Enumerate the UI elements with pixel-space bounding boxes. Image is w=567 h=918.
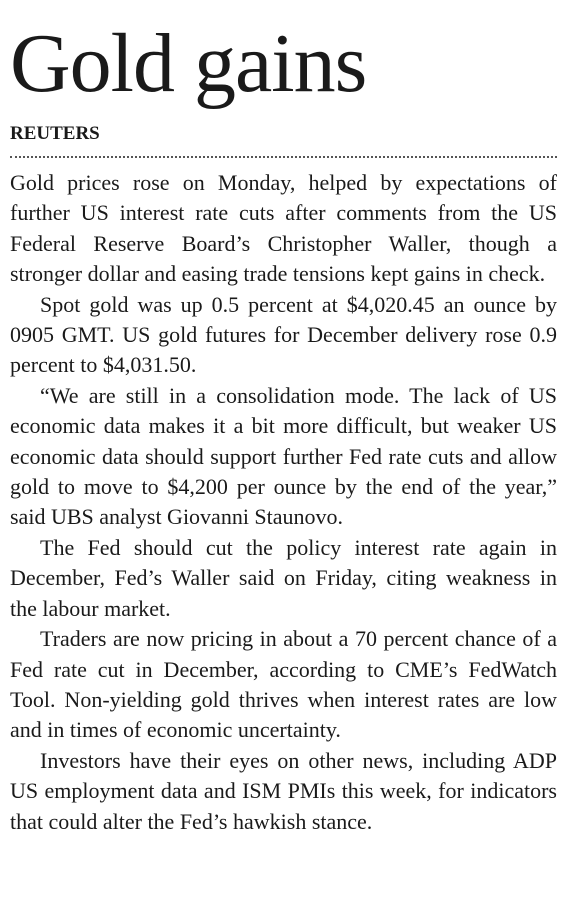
paragraph: The Fed should cut the policy interest r…	[10, 534, 557, 621]
paragraph: Gold prices rose on Monday, helped by ex…	[10, 170, 557, 287]
divider	[10, 156, 557, 158]
headline: Gold gains	[10, 17, 367, 110]
paragraph: Investors have their eyes on other news,…	[10, 747, 557, 834]
article-body: Gold prices rose on Monday, helped by ex…	[10, 168, 557, 837]
paragraph: Traders are now pricing in about a 70 pe…	[10, 626, 557, 743]
byline: REUTERS	[10, 123, 100, 144]
paragraph: Spot gold was up 0.5 percent at $4,020.4…	[10, 291, 557, 378]
article: Gold gains REUTERS Gold prices rose on M…	[10, 17, 557, 837]
paragraph: “We are still in a consolidation mode. T…	[10, 382, 557, 530]
